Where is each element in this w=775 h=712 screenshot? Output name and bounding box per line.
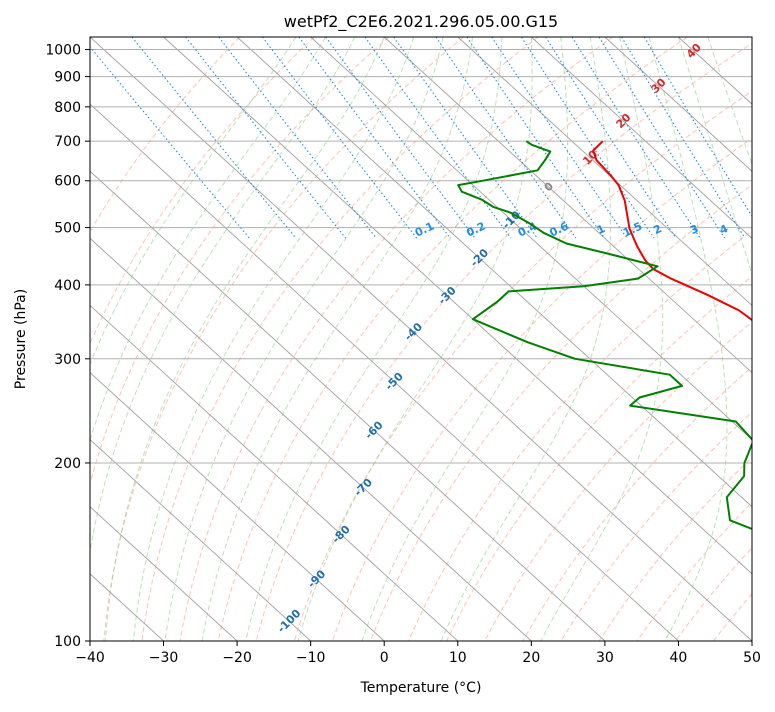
x-tick-label: 40 bbox=[670, 650, 688, 666]
x-tick-label: −40 bbox=[75, 650, 105, 666]
x-tick-label: −10 bbox=[296, 650, 326, 666]
y-tick-label: 100 bbox=[54, 634, 81, 650]
x-tick-label: −20 bbox=[222, 650, 252, 666]
y-tick-label: 400 bbox=[54, 278, 81, 294]
x-tick-label: 0 bbox=[380, 650, 389, 666]
y-tick-label: 300 bbox=[54, 352, 81, 368]
x-tick-label: 20 bbox=[522, 650, 540, 666]
x-tick-label: −30 bbox=[149, 650, 179, 666]
y-tick-label: 600 bbox=[54, 174, 81, 190]
y-tick-label: 900 bbox=[54, 70, 81, 86]
y-tick-label: 500 bbox=[54, 221, 81, 237]
y-axis-label: Pressure (hPa) bbox=[13, 289, 29, 389]
x-tick-label: 30 bbox=[596, 650, 614, 666]
y-tick-label: 1000 bbox=[45, 43, 81, 59]
y-tick-label: 700 bbox=[54, 134, 81, 150]
chart-title: wetPf2_C2E6.2021.296.05.00.G15 bbox=[284, 12, 558, 32]
x-tick-label: 50 bbox=[743, 650, 761, 666]
y-tick-label: 800 bbox=[54, 100, 81, 116]
y-tick-label: 200 bbox=[54, 456, 81, 472]
x-tick-label: 10 bbox=[449, 650, 467, 666]
x-axis-label: Temperature (°C) bbox=[360, 680, 482, 696]
